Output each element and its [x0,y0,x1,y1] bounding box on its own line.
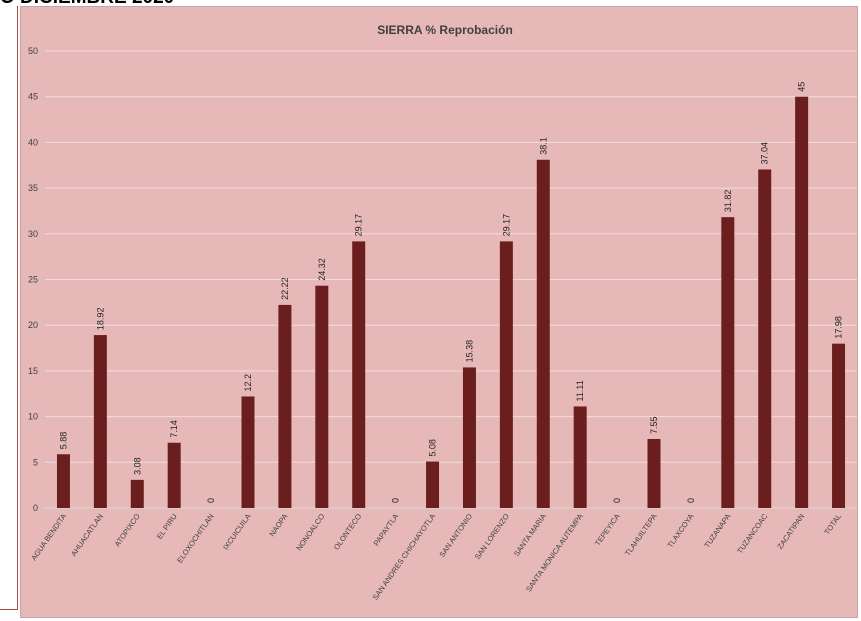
category-label: ATOPIXCO [113,512,142,548]
chart-area: SIERRA % Reprobación 0 5 10 15 20 25 30 35 40 45 5… [20,6,858,618]
data-label: 0 [391,498,401,503]
y-tick-label: 25 [28,275,38,285]
category-label: TOTAL [822,512,843,536]
category-label: ELOXOCHITLAN [175,512,216,565]
category-label: SAN ANTONIO [437,512,474,559]
category-label: PAPAYTLA [372,512,401,548]
data-label: 0 [686,498,696,503]
category-label: TLAHUILTEPA [623,512,659,558]
data-label: 12.2 [243,374,253,392]
data-label: 29.17 [501,214,511,237]
category-label: SANTA MARIA [512,512,548,558]
y-tick-label: 35 [28,183,38,193]
data-label: 5.88 [58,432,68,450]
y-tick-label: 5 [33,457,38,467]
data-label: 11.11 [575,380,585,401]
bar [536,159,550,509]
category-label: AGUA BENDITA [29,512,68,562]
y-tick-label: 10 [28,412,38,422]
category-label: EL PIRU [155,512,179,541]
left-panel-edge [0,6,18,610]
y-tick-label: 45 [28,92,38,102]
category-label: TLAXCOYA [666,512,696,549]
bar [832,343,846,508]
data-label: 31.82 [723,190,733,213]
bar [426,461,440,508]
data-labels: 5.88 18.92 3.08 7.14 0 12.2 22.22 24.32 29.17 0 5.… [58,82,843,503]
bar [167,442,181,508]
page-heading: O DICIEMBRE 2020 [0,0,174,9]
data-label: 17.98 [834,316,844,339]
bar [462,367,476,508]
data-label: 45 [797,82,807,92]
category-label: SAN ANDRES CHICHAYOTLA [371,512,438,602]
category-label: TUZANCOAC [735,512,769,556]
y-tick-label: 30 [28,229,38,239]
category-label: OLONTECO [332,512,364,552]
chart-title: SIERRA % Reprobación [377,23,513,37]
data-label: 24.32 [317,258,327,281]
y-tick-label: 50 [28,46,38,56]
data-label: 3.08 [132,457,142,475]
bar [721,217,735,508]
category-label: AHUACATLAN [69,512,105,558]
y-tick-label: 15 [28,366,38,376]
data-label: 18.92 [95,308,105,331]
category-label: ZACATIPAN [775,512,806,551]
bar [647,438,661,508]
y-tick-label: 20 [28,320,38,330]
bar-chart: SIERRA % Reprobación 0510152025303540455… [28,23,857,602]
category-label: IXCUICUILA [221,512,253,552]
category-label: NAOPA [267,512,289,538]
bar [130,479,144,508]
data-label: 0 [206,498,216,503]
data-label: 0 [612,498,622,503]
data-label: 7.55 [649,416,659,434]
data-label: 7.14 [169,420,179,438]
category-label: TUZANAPA [702,512,732,549]
bar [499,241,513,508]
bar [56,454,70,508]
bar [352,241,366,508]
y-axis: 0 5 10 15 20 25 30 35 40 45 50 [28,46,38,513]
data-label: 37.04 [760,142,770,165]
bar [241,396,255,508]
x-axis: AGUA BENDITA AHUACATLAN ATOPIXCO EL PIRUELO… [29,512,843,602]
data-label: 29.17 [354,214,364,237]
bar [278,304,292,508]
category-label: NONOALCO [294,512,326,552]
data-label: 5.08 [428,439,438,457]
bar [758,169,772,508]
y-tick-label: 40 [28,137,38,147]
bar [795,96,809,508]
bar [93,335,107,508]
bars [56,96,846,509]
category-label: SAN LORENZO [473,512,511,561]
data-label: 38.1 [538,137,548,155]
data-label: 22.22 [280,277,290,300]
bar [315,285,329,508]
y-tick-label: 0 [33,503,38,513]
category-label: TEPEYICA [593,512,622,548]
gridlines [45,50,857,509]
bar [573,406,587,508]
data-label: 15.38 [464,340,474,363]
